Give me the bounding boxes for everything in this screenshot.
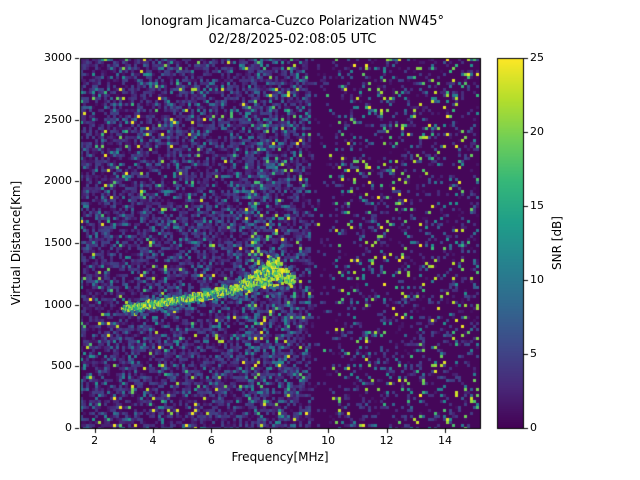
chart-title-line1: Ionogram Jicamarca-Cuzco Polarization NW… bbox=[140, 14, 445, 29]
y-tick-label: 3000 bbox=[44, 51, 72, 64]
colorbar-tick-label: 0 bbox=[530, 421, 537, 434]
y-tick-label: 500 bbox=[51, 359, 72, 373]
chart-title: Ionogram Jicamarca-Cuzco Polarization NW… bbox=[70, 13, 515, 49]
colorbar-tick-label: 25 bbox=[530, 51, 544, 64]
y-tick-label: 1500 bbox=[44, 236, 72, 249]
y-tick-label: 0 bbox=[65, 421, 72, 434]
chart-title-line2: 02/28/2025-02:08:05 UTC bbox=[208, 32, 377, 47]
colorbar-label: SNR [dB] bbox=[550, 216, 564, 270]
x-tick-label: 4 bbox=[149, 434, 157, 447]
y-tick-label: 2000 bbox=[44, 174, 72, 188]
x-tick-label: 14 bbox=[437, 434, 452, 447]
colorbar-tick-label: 15 bbox=[530, 199, 544, 212]
colorbar-tick-label: 20 bbox=[530, 125, 544, 138]
colorbar-tick-label: 5 bbox=[530, 347, 537, 360]
x-tick-label: 2 bbox=[91, 434, 99, 447]
y-tick-label: 1000 bbox=[44, 297, 72, 311]
x-tick-label: 8 bbox=[266, 434, 274, 447]
x-tick-label: 10 bbox=[321, 434, 336, 447]
x-tick-label: 6 bbox=[207, 434, 215, 447]
y-tick-label: 2500 bbox=[44, 112, 72, 126]
y-axis-label: Virtual Distance[Km] bbox=[9, 180, 23, 306]
x-tick-label: 12 bbox=[379, 434, 394, 447]
colorbar-tick-label: 10 bbox=[530, 273, 544, 286]
x-axis-label: Frequency[MHz] bbox=[231, 450, 329, 464]
